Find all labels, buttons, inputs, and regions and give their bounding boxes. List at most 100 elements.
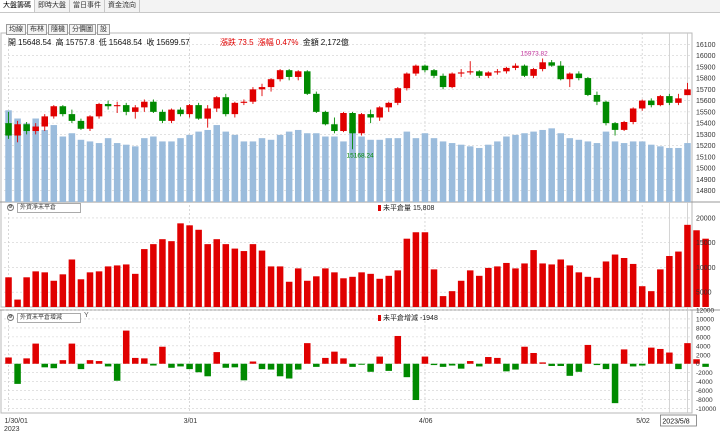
open-interest-bar xyxy=(340,278,347,307)
oi-change-bar xyxy=(313,363,320,367)
oi-change-bar xyxy=(530,352,537,364)
oi-change-bar xyxy=(602,363,610,370)
open-interest-bar xyxy=(702,238,709,307)
candle-body xyxy=(104,103,112,107)
tab-realtime-market[interactable]: 即時大盤 xyxy=(35,0,70,12)
volume-bar xyxy=(331,136,338,202)
oi-change-bar xyxy=(23,358,30,364)
open-interest-bar xyxy=(285,281,293,307)
candle-body xyxy=(258,87,266,90)
oi-change-bar xyxy=(620,349,628,364)
volume-bar xyxy=(141,138,148,202)
candle-body xyxy=(648,100,655,106)
tab-market-chips[interactable]: 大盤籌碼 xyxy=(0,0,35,12)
high-value: 15757.8 xyxy=(65,38,95,47)
open-interest-bar xyxy=(430,269,438,307)
volume-bar xyxy=(14,118,21,202)
oi-change-bar xyxy=(358,363,365,365)
candle-body xyxy=(331,124,338,132)
open-interest-bar xyxy=(675,251,682,307)
oi-change-bar xyxy=(331,351,338,364)
open-interest-bar xyxy=(648,291,655,307)
open-interest-bar xyxy=(466,270,474,307)
candle-body xyxy=(240,101,248,103)
settings-button[interactable]: 設 xyxy=(97,24,110,35)
panel2-gear-icon[interactable]: ⚙ xyxy=(7,204,14,211)
oi-change-bar xyxy=(132,357,139,364)
candle-body xyxy=(611,123,619,130)
volume-bar xyxy=(86,141,94,202)
oi-change-bar xyxy=(557,363,564,366)
oi-change-bar xyxy=(77,363,85,370)
panel2-selector[interactable]: 外資淨未平倉 xyxy=(17,203,81,213)
tab-fund-flow[interactable]: 資金流向 xyxy=(105,0,140,12)
open-interest-bar xyxy=(258,250,266,307)
oi-change-bar xyxy=(693,359,700,364)
panel3-gear-icon[interactable]: ⚙ xyxy=(7,314,14,321)
oi-change-bar xyxy=(457,363,465,369)
volume-bar xyxy=(132,146,139,202)
volume-bar xyxy=(430,138,438,202)
oi-change-bar xyxy=(213,352,220,364)
open-interest-bar xyxy=(195,229,202,307)
candle-body xyxy=(358,114,365,134)
volume-bar xyxy=(77,139,85,202)
legend-swatch xyxy=(378,315,381,321)
volume-bar xyxy=(32,118,39,202)
open-interest-bar xyxy=(141,249,148,307)
candle-body xyxy=(50,106,58,117)
open-interest-bar xyxy=(59,274,67,307)
candle-body xyxy=(530,69,537,76)
volume-bar xyxy=(50,125,58,202)
candle-body xyxy=(593,94,601,102)
oi-change-bar xyxy=(159,346,166,364)
y-tick-label: 20000 xyxy=(696,215,716,222)
tab-daily-events[interactable]: 當日事件 xyxy=(70,0,105,12)
volume-bar xyxy=(648,144,655,202)
volume-bar xyxy=(358,136,365,202)
oi-change-bar xyxy=(675,363,682,370)
open-interest-bar xyxy=(14,299,21,307)
volume-bar xyxy=(222,131,230,202)
stochastic-button[interactable]: 隨機 xyxy=(48,24,68,35)
ma-button[interactable]: 均線 xyxy=(6,24,26,35)
oi-change-bar xyxy=(267,363,275,370)
volume-bar xyxy=(611,141,619,202)
oi-change-bar xyxy=(231,363,239,368)
open-interest-bar xyxy=(557,259,564,307)
volume-bar xyxy=(68,133,76,202)
volume-bar xyxy=(285,131,293,202)
chart-area[interactable]: 14800 14900 15000 15100 15200 15300 15400 15500… xyxy=(0,13,720,433)
oi-change-bar xyxy=(638,363,646,366)
open-interest-bar xyxy=(104,266,112,307)
volume-bar xyxy=(104,138,112,202)
low-label: 低 xyxy=(98,38,107,47)
open-interest-bar xyxy=(593,277,601,307)
volume-bar xyxy=(539,129,546,202)
oi-change-bar xyxy=(702,363,709,367)
oi-change-bar xyxy=(50,363,58,369)
candle-body xyxy=(41,116,48,127)
y-tick-label: 15500 xyxy=(696,109,716,116)
candle-body xyxy=(421,65,429,71)
volume-bar xyxy=(168,141,175,202)
oi-change-bar xyxy=(249,361,257,364)
y-tick-label: 12000 xyxy=(696,308,714,315)
open-interest-bar xyxy=(620,257,628,307)
bollinger-button[interactable]: 布林 xyxy=(27,24,47,35)
volume-bar xyxy=(231,134,239,202)
candle-body xyxy=(150,101,157,112)
open-interest-bar xyxy=(86,272,94,307)
open-interest-bar xyxy=(657,269,664,307)
volume-profile-button[interactable]: 分價圖 xyxy=(69,24,96,35)
low-annotation: 15168.24 xyxy=(347,152,374,159)
filter-icon[interactable]: Y xyxy=(84,312,89,319)
panel3-selector[interactable]: 外資未平倉增減 xyxy=(17,313,81,323)
candle-body xyxy=(5,123,12,136)
panel2-legend: 未平倉量 15,808 xyxy=(378,203,434,213)
volume-bar xyxy=(5,110,12,202)
volume-bar xyxy=(340,141,347,202)
open-interest-bar xyxy=(113,265,121,307)
oi-change-bar xyxy=(204,363,211,377)
volume-bar xyxy=(349,128,356,202)
